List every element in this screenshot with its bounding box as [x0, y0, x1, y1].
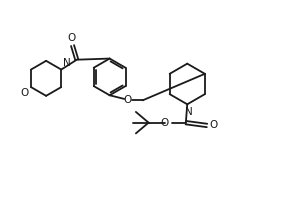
- Text: O: O: [124, 95, 132, 105]
- Text: O: O: [20, 89, 28, 99]
- Text: O: O: [161, 118, 169, 128]
- Text: O: O: [209, 120, 218, 131]
- Text: N: N: [185, 106, 193, 117]
- Text: N: N: [63, 58, 70, 68]
- Text: O: O: [67, 33, 75, 43]
